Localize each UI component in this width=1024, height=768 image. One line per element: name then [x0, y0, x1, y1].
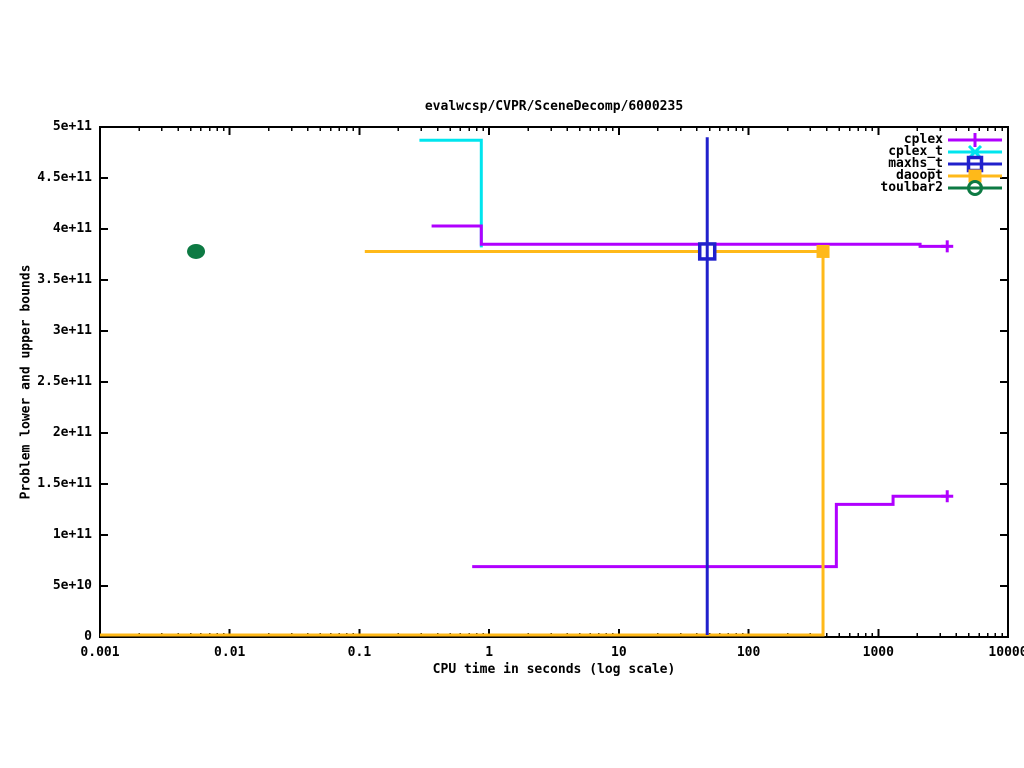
y-tick-label: 3e+11: [52, 323, 92, 338]
x-axis-label: CPU time in seconds (log scale): [432, 662, 676, 677]
y-tick-label: 2e+11: [52, 425, 92, 440]
y-tick-label: 0: [84, 629, 92, 644]
x-tick-label: 10000: [988, 645, 1024, 660]
x-tick-label: 0.01: [214, 645, 246, 660]
legend-label-cplex_t: cplex_t: [888, 144, 943, 159]
open-circle-marker: [967, 180, 983, 196]
y-tick-label: 5e+10: [52, 578, 92, 593]
series-cplex-lower-bound: [472, 494, 948, 569]
filled-square-marker: [816, 244, 830, 258]
plot-border: [99, 126, 1009, 638]
x-tick-label: 10: [611, 645, 627, 660]
y-tick-label: 4e+11: [52, 221, 92, 236]
y-tick-label: 5e+11: [52, 119, 92, 134]
y-tick-label: 3.5e+11: [37, 272, 92, 287]
legend-label-cplex: cplex: [903, 132, 943, 147]
filled-square-marker: [968, 169, 982, 183]
legend-label-maxhs_t: maxhs_t: [888, 156, 943, 171]
legend-label-daoopt: daoopt: [896, 168, 943, 183]
legend-label-toulbar2: toulbar2: [880, 180, 943, 195]
y-tick-label: 2.5e+11: [37, 374, 92, 389]
chart-title: evalwcsp/CVPR/SceneDecomp/6000235: [424, 99, 684, 114]
x-tick-label: 1000: [862, 645, 894, 660]
x-tick-label: 100: [736, 645, 761, 660]
x-tick-label: 0.001: [80, 645, 120, 660]
y-tick-label: 1e+11: [52, 527, 92, 542]
filled-dot-marker: [187, 243, 206, 259]
series-cplex-upper-bound: [431, 224, 948, 248]
series-daoopt-lower-bound: [100, 251, 825, 637]
y-tick-label: 1.5e+11: [37, 476, 92, 491]
series-cplex_t-upper-bound: [419, 138, 483, 248]
x-tick-label: 0.1: [347, 645, 372, 660]
x-tick-label: 1: [485, 645, 494, 660]
y-tick-label: 4.5e+11: [37, 170, 92, 185]
